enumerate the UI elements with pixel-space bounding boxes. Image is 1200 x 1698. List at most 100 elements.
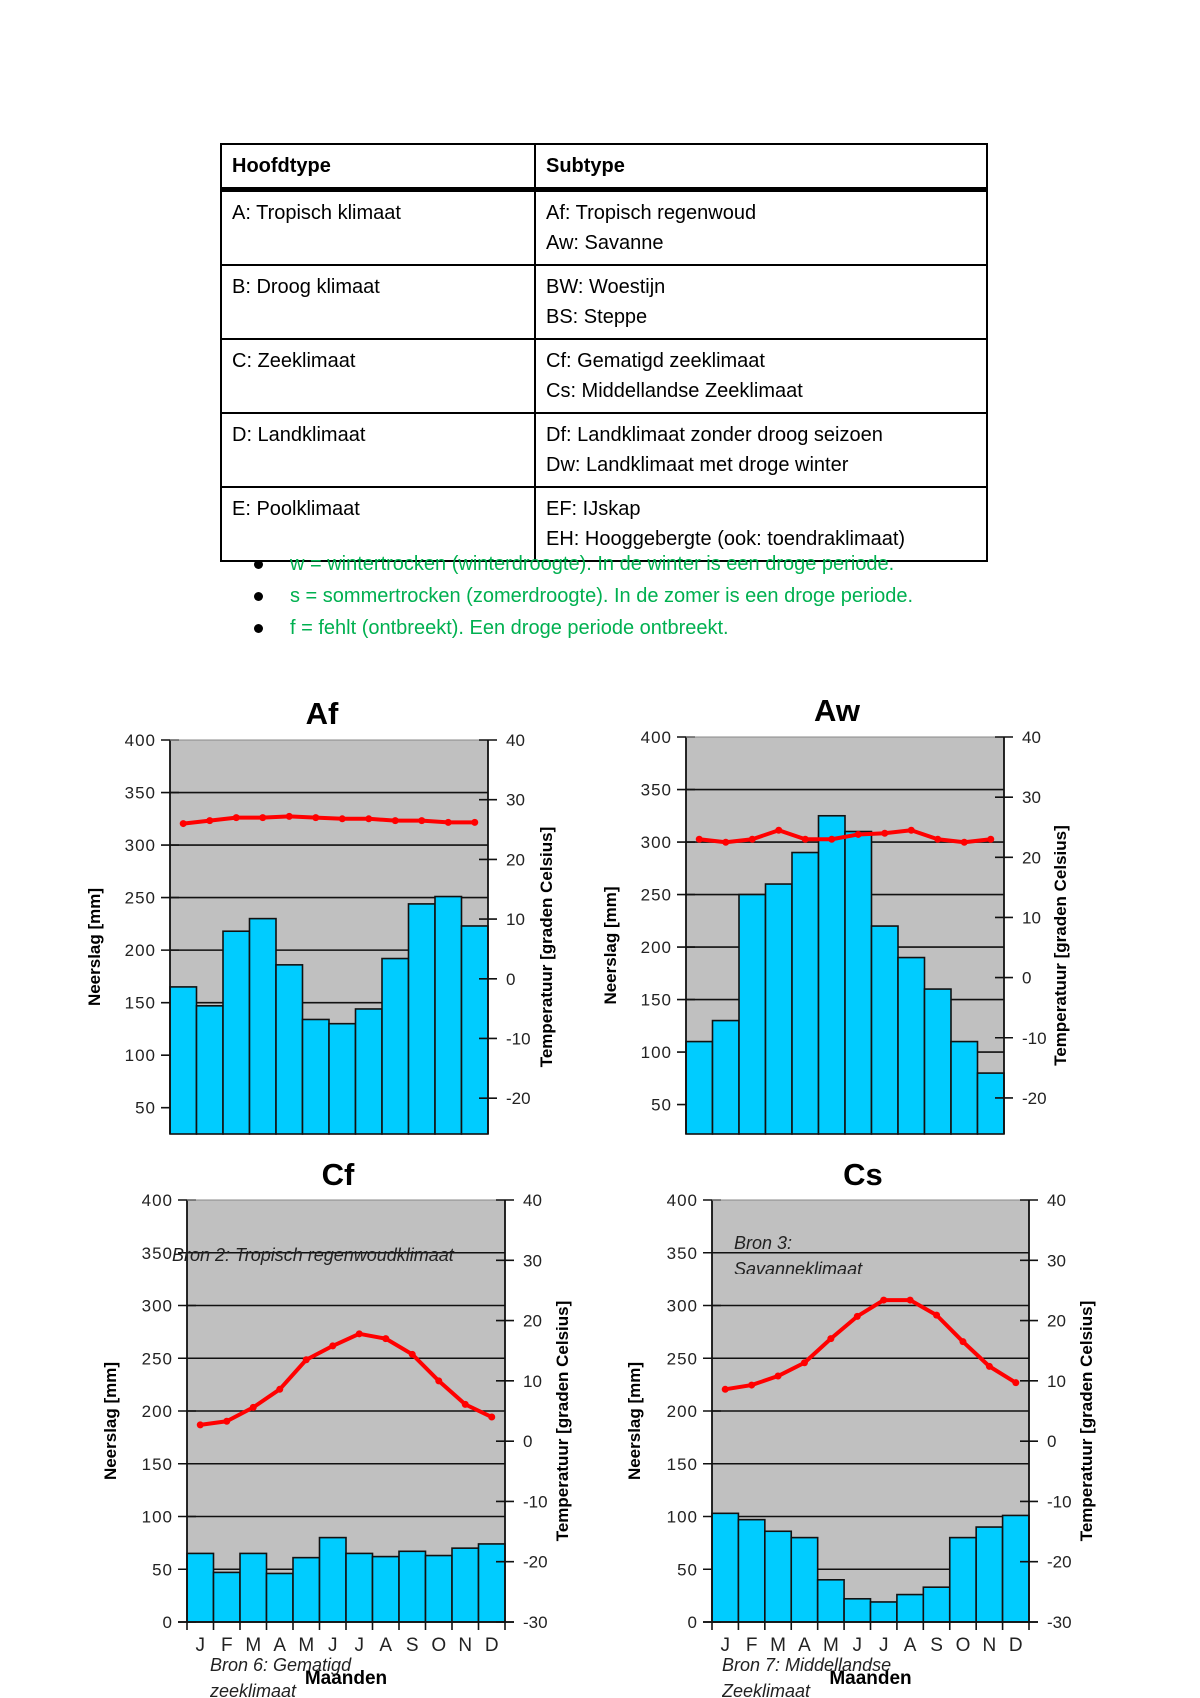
y-tick-label: 100 xyxy=(142,1508,173,1527)
precipitation-bar xyxy=(1001,1514,1030,1623)
y-axis-label: Neerslag [mm] xyxy=(625,1362,644,1480)
month-label: A xyxy=(904,1635,917,1656)
table-row: C: Zeeklimaat Cf: Gematigd zeeklimaat Cs:… xyxy=(220,338,988,414)
subtype-line: BS: Steppe xyxy=(546,306,648,328)
precipitation-bar xyxy=(460,925,489,1135)
y-tick-label: 150 xyxy=(641,991,672,1010)
y2-tick-label: 0 xyxy=(506,970,515,989)
temperature-point xyxy=(232,814,240,822)
y2-tick-label: -20 xyxy=(1047,1553,1072,1572)
month-label: J xyxy=(355,1635,365,1656)
precipitation-bar xyxy=(764,1530,793,1623)
precipitation-bar xyxy=(711,1019,740,1135)
y2-tick-label: 10 xyxy=(506,910,525,929)
month-label: M xyxy=(298,1635,314,1656)
y-axis-label: Neerslag [mm] xyxy=(601,886,620,1004)
month-label: J xyxy=(853,1635,863,1656)
y2-tick-label: 20 xyxy=(506,850,525,869)
y-tick-label: 200 xyxy=(142,1402,173,1421)
chart-aw: 50 100 150 200 250 300 350 400 -20 -10 0 10 20 30 40 Aw… xyxy=(601,693,1070,1135)
y2-tick-label: -30 xyxy=(523,1613,548,1632)
y2-tick-label: -10 xyxy=(1047,1492,1072,1511)
y-tick-label: 350 xyxy=(142,1244,173,1263)
precipitation-bar xyxy=(212,1571,241,1623)
precipitation-bar xyxy=(764,883,793,1135)
temperature-point xyxy=(934,835,942,843)
chart-cf-source-bottom: Bron 6: Gematigd zeeklimaat xyxy=(210,1655,352,1698)
precipitation-bar xyxy=(239,1552,268,1623)
chart-title: Af xyxy=(306,696,339,731)
y-tick-label: 50 xyxy=(651,1096,672,1115)
y-tick-label: 400 xyxy=(125,731,156,750)
temperature-point xyxy=(488,1413,496,1421)
y2-tick-label: -30 xyxy=(1047,1613,1072,1632)
chart-title: Cs xyxy=(843,1157,883,1192)
table-row: D: Landklimaat Df: Landklimaat zonder dr… xyxy=(220,412,988,488)
temperature-point xyxy=(355,1330,363,1338)
temperature-point xyxy=(302,1356,310,1364)
temperature-point xyxy=(827,1335,835,1343)
bullet-icon xyxy=(254,592,263,601)
precipitation-bar xyxy=(424,1554,453,1623)
y-tick-label: 250 xyxy=(125,889,156,908)
subtype-line: Df: Landklimaat zonder droog seizoen xyxy=(546,424,883,446)
month-label: S xyxy=(930,1635,943,1656)
precipitation-bar xyxy=(738,893,767,1135)
temperature-line xyxy=(183,814,475,826)
column-header-hoofdtype: Hoofdtype xyxy=(220,143,536,192)
temperature-point xyxy=(338,815,346,823)
temperature-point xyxy=(179,820,187,828)
month-label: J xyxy=(196,1635,206,1656)
precipitation-bar xyxy=(301,1018,330,1135)
temperature-point xyxy=(985,1362,993,1370)
y2-tick-label: 20 xyxy=(1047,1312,1066,1331)
month-label: A xyxy=(379,1635,392,1656)
y2-tick-label: 0 xyxy=(1047,1432,1056,1451)
y2-tick-label: 30 xyxy=(1047,1251,1066,1270)
precipitation-bar xyxy=(975,1526,1004,1623)
precipitation-bar xyxy=(345,1552,374,1623)
month-label: J xyxy=(328,1635,338,1656)
temperature-line xyxy=(699,828,991,845)
precipitation-bar xyxy=(434,895,463,1135)
y2-tick-label: 0 xyxy=(1022,969,1031,988)
temperature-point xyxy=(907,826,915,834)
y-tick-label: 300 xyxy=(142,1297,173,1316)
month-label: M xyxy=(245,1635,261,1656)
y-tick-label: 300 xyxy=(641,833,672,852)
note-item: s = sommertrocken (zomerdroogte). In de … xyxy=(250,580,913,612)
precipitation-bar xyxy=(354,1008,383,1135)
main-type-cell: C: Zeeklimaat xyxy=(220,338,536,414)
month-label: F xyxy=(221,1635,233,1656)
precipitation-bar xyxy=(222,930,251,1135)
precipitation-bar xyxy=(870,925,899,1135)
note-text: f = fehlt (ontbreekt). Een droge periode… xyxy=(290,617,729,639)
precipitation-bar xyxy=(398,1550,427,1623)
temperature-point xyxy=(435,1377,443,1385)
month-label: D xyxy=(1009,1635,1023,1656)
y2-axis-label: Temperatuur [graden Celsius] xyxy=(553,1301,572,1542)
y2-tick-label: -10 xyxy=(1022,1029,1047,1048)
y2-tick-label: 10 xyxy=(1047,1372,1066,1391)
main-type-cell: E: Poolklimaat xyxy=(220,486,536,562)
precipitation-bar xyxy=(816,1579,845,1623)
precipitation-bar xyxy=(737,1518,766,1623)
temperature-point xyxy=(1012,1379,1020,1387)
precipitation-bar xyxy=(976,1072,1005,1135)
y-tick-label: 250 xyxy=(641,886,672,905)
subtype-line: BW: Woestijn xyxy=(546,276,666,298)
table-row: B: Droog klimaat BW: Woestijn BS: Steppe xyxy=(220,264,988,340)
temperature-point xyxy=(775,826,783,834)
x-axis-label: Maanden xyxy=(829,1668,911,1689)
y2-tick-label: 20 xyxy=(1022,848,1041,867)
bullet-icon xyxy=(254,624,263,633)
month-label: J xyxy=(879,1635,889,1656)
y-tick-label: 100 xyxy=(125,1046,156,1065)
precipitation-bar xyxy=(381,957,410,1135)
y-tick-label: 300 xyxy=(125,836,156,855)
subtype-cell: Df: Landklimaat zonder droog seizoen Dw: … xyxy=(534,412,988,488)
precipitation-bar xyxy=(169,986,198,1135)
temperature-point xyxy=(365,815,373,823)
temperature-point xyxy=(960,838,968,846)
